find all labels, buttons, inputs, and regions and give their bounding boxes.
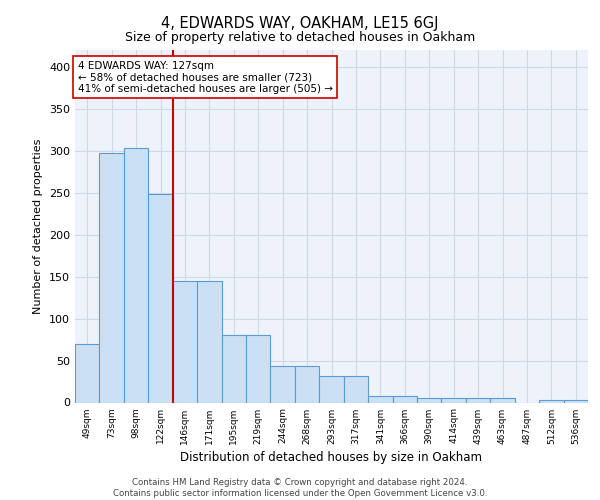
Bar: [344, 376, 368, 402]
Bar: [466, 398, 490, 402]
Bar: [173, 281, 197, 402]
Bar: [100, 153, 124, 402]
Bar: [490, 398, 515, 402]
Bar: [368, 396, 392, 402]
Bar: [417, 398, 442, 402]
Bar: [539, 400, 563, 402]
Text: Size of property relative to detached houses in Oakham: Size of property relative to detached ho…: [125, 31, 475, 44]
Bar: [148, 194, 173, 402]
Bar: [75, 344, 100, 403]
Bar: [197, 281, 221, 402]
Y-axis label: Number of detached properties: Number of detached properties: [34, 138, 43, 314]
Bar: [392, 396, 417, 402]
Bar: [271, 366, 295, 402]
Text: 4, EDWARDS WAY, OAKHAM, LE15 6GJ: 4, EDWARDS WAY, OAKHAM, LE15 6GJ: [161, 16, 439, 31]
Text: Contains HM Land Registry data © Crown copyright and database right 2024.
Contai: Contains HM Land Registry data © Crown c…: [113, 478, 487, 498]
Bar: [295, 366, 319, 402]
Bar: [563, 400, 588, 402]
Bar: [442, 398, 466, 402]
Bar: [319, 376, 344, 402]
Bar: [124, 148, 148, 403]
Text: 4 EDWARDS WAY: 127sqm
← 58% of detached houses are smaller (723)
41% of semi-det: 4 EDWARDS WAY: 127sqm ← 58% of detached …: [77, 60, 332, 94]
X-axis label: Distribution of detached houses by size in Oakham: Distribution of detached houses by size …: [181, 450, 482, 464]
Bar: [246, 334, 271, 402]
Bar: [221, 334, 246, 402]
